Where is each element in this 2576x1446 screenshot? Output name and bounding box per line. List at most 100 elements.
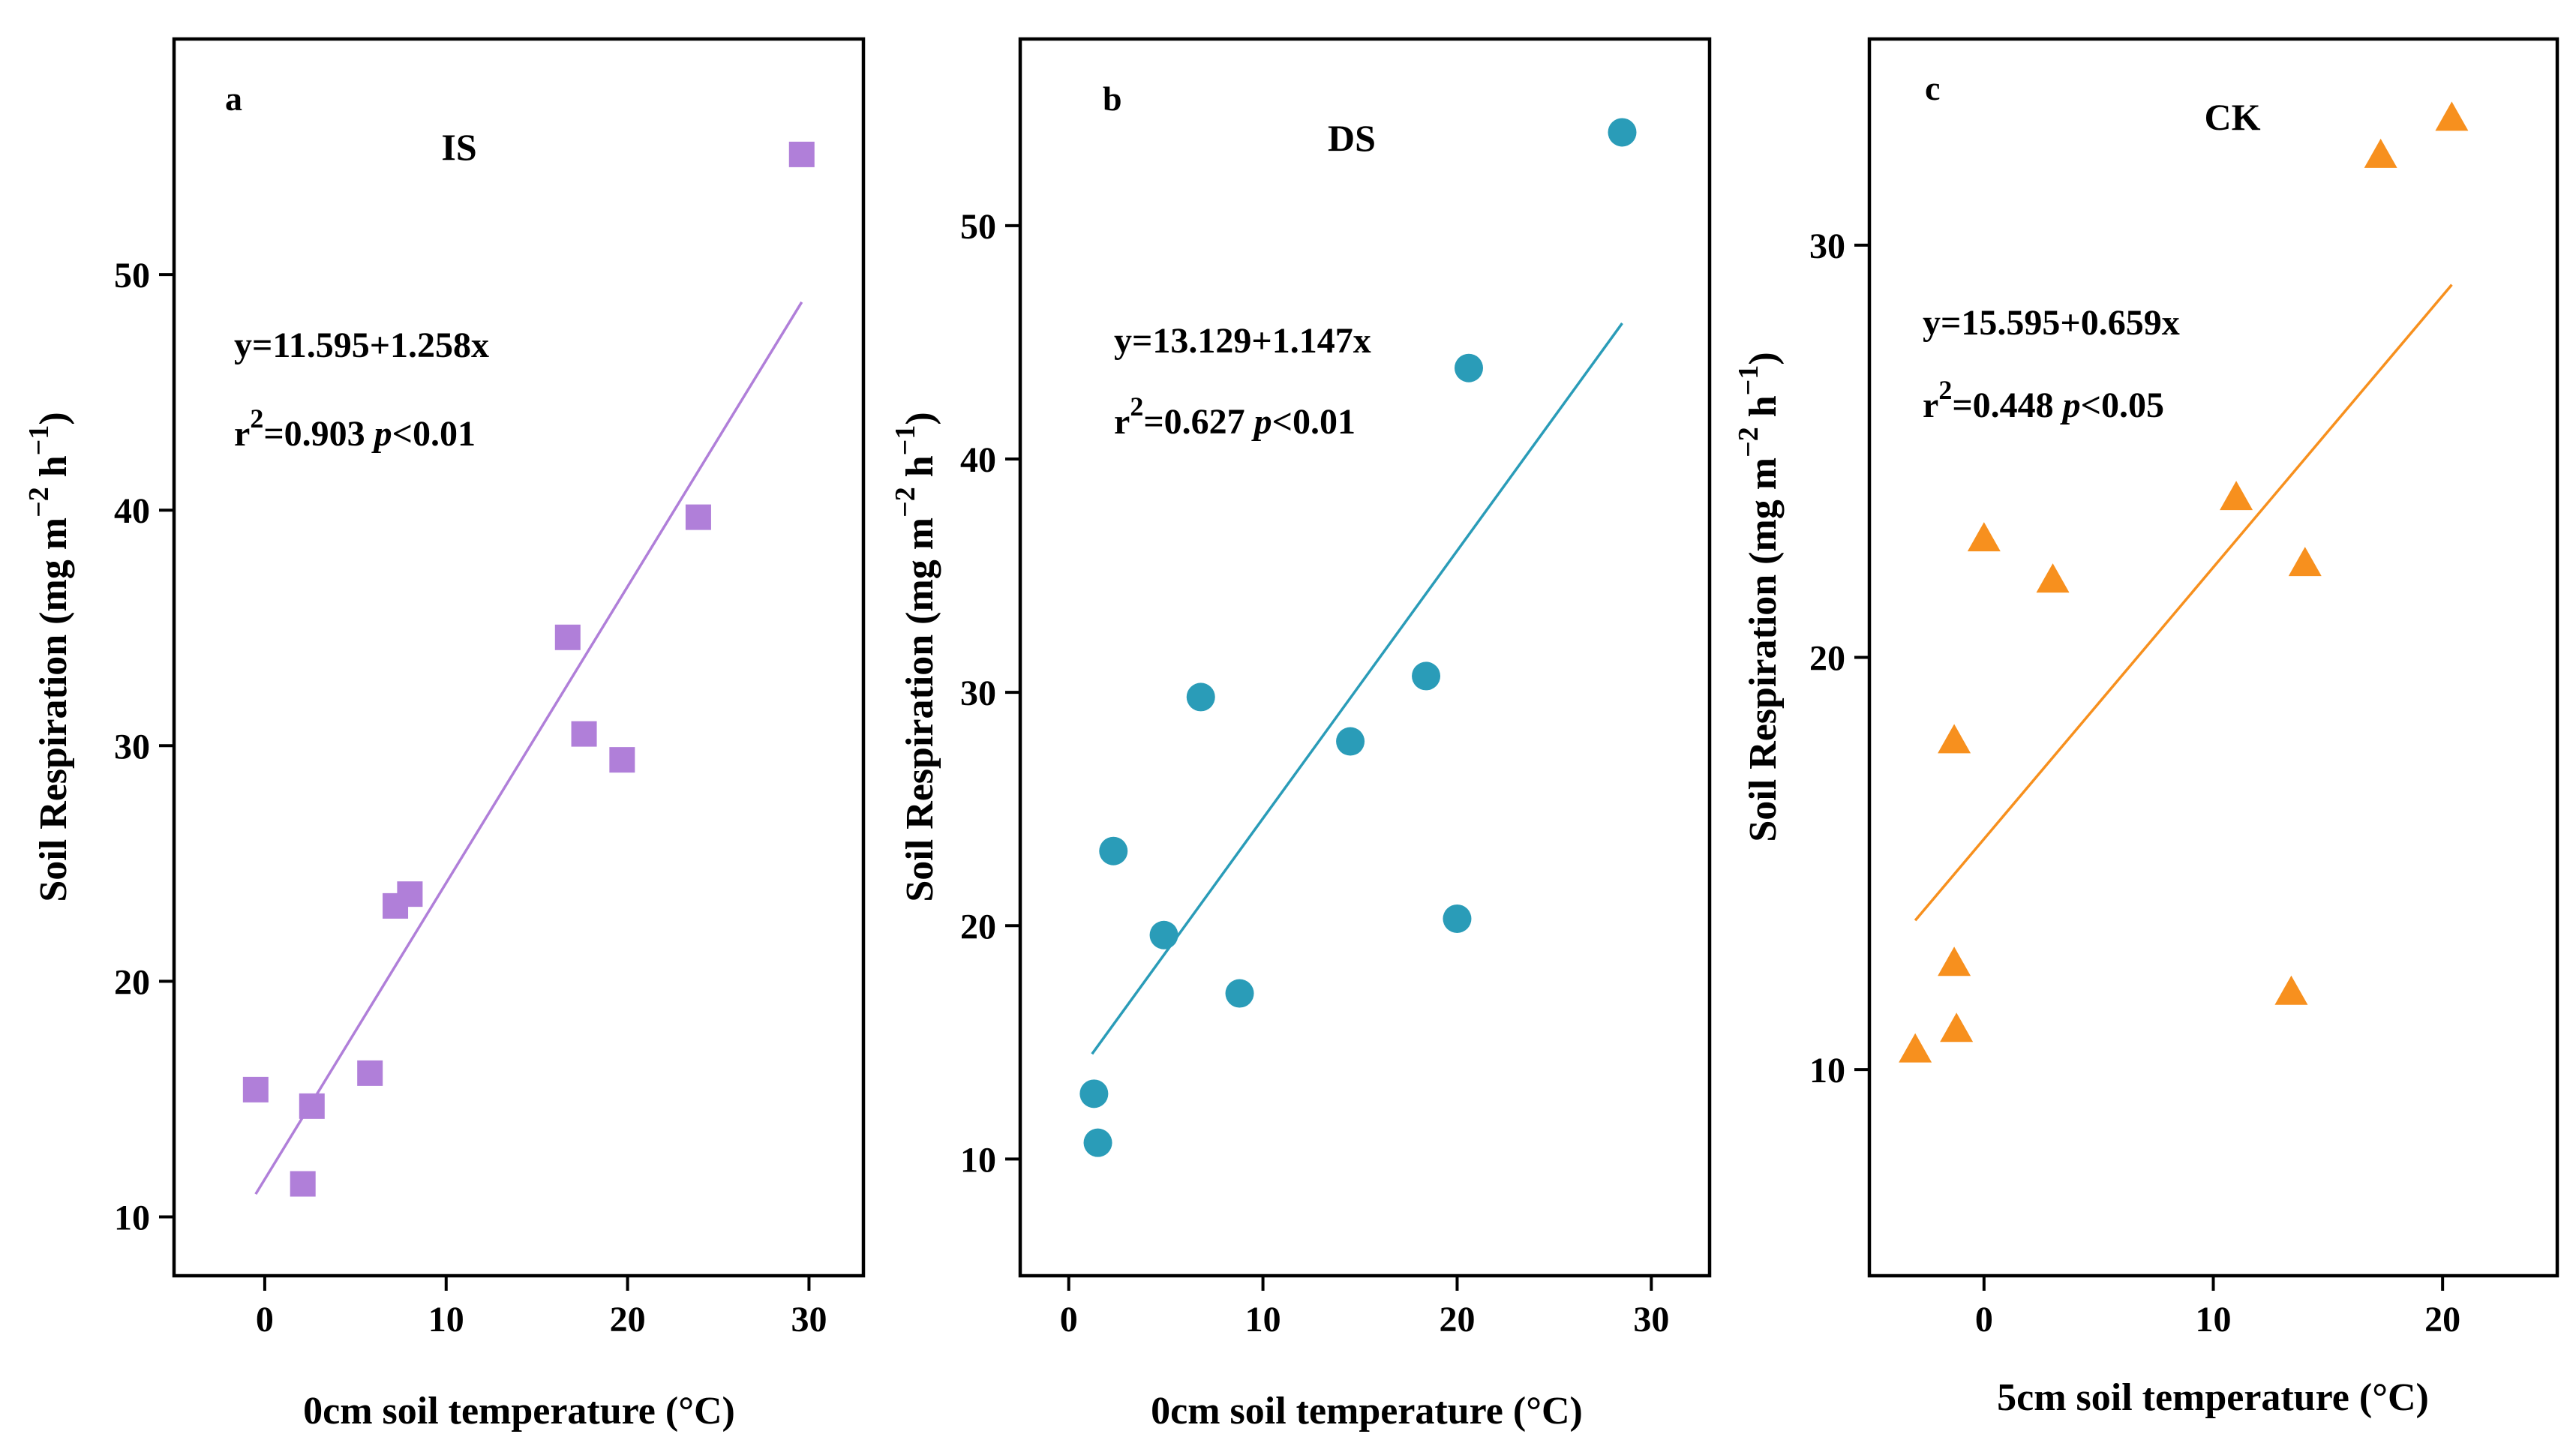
data-point [2274, 975, 2308, 1005]
y-axis-label-end: ) [32, 412, 75, 424]
data-point [571, 721, 597, 747]
y-axis-label-end: ) [899, 412, 941, 424]
fit-line [1914, 284, 2453, 922]
y-tick-label: 20 [960, 907, 996, 946]
r-label: r [1114, 402, 1130, 442]
x-tick-label: 0 [1975, 1300, 1993, 1340]
y-axis-label-sup2: −1 [890, 425, 921, 456]
regression-stats: r2=0.627 p<0.01 [1114, 392, 1356, 442]
r-superscript: 2 [1938, 375, 1952, 405]
data-point [788, 141, 815, 167]
r-superscript: 2 [250, 404, 263, 434]
y-axis-label-base: Soil Respiration (mg m [1742, 458, 1785, 842]
r-label: r [1923, 386, 1938, 425]
fit-line [1091, 322, 1623, 1055]
y-tick-label: 50 [114, 256, 150, 296]
data-point [1186, 682, 1215, 712]
data-point [2220, 481, 2253, 511]
data-point [1899, 1033, 1932, 1063]
regression-stats: r2=0.448 p<0.05 [1923, 375, 2164, 425]
data-point [1443, 904, 1472, 933]
y-tick-label: 40 [960, 440, 996, 480]
regression-equation: y=13.129+1.147x [1114, 321, 1371, 361]
data-point [357, 1060, 383, 1086]
y-axis-label-mid: h [899, 455, 941, 487]
y-axis-label: Soil Respiration (mg m−2 h−1) [23, 412, 75, 902]
x-tick-label: 0 [256, 1300, 274, 1340]
data-point [685, 504, 711, 530]
x-tick-label: 0 [1060, 1300, 1078, 1340]
data-point [609, 747, 635, 773]
data-point [1079, 1079, 1109, 1108]
data-point [1149, 920, 1178, 950]
data-point [1412, 662, 1441, 691]
x-axis-label: 5cm soil temperature (°C) [1997, 1376, 2429, 1419]
data-point [2036, 563, 2070, 593]
panel-letter: b [1103, 80, 1122, 118]
y-axis-label-base: Soil Respiration (mg m [32, 518, 75, 902]
data-point [554, 624, 581, 650]
x-tick-label: 20 [610, 1300, 646, 1340]
y-axis-label-sup1: −2 [23, 487, 55, 518]
y-axis-label-end: ) [1742, 352, 1785, 364]
x-axis-label: 0cm soil temperature (°C) [1151, 1390, 1583, 1432]
fit-line [254, 301, 803, 1196]
y-tick-label: 20 [1809, 639, 1845, 679]
data-point [290, 1171, 316, 1197]
panel-b: 0 10 20 30 10 20 30 40 50 b DS y=13.129+1.147x r2=0.… [890, 37, 1712, 1432]
data-point [1940, 1012, 1974, 1042]
y-tick-label: 10 [114, 1198, 150, 1238]
y-axis-label-mid: h [32, 455, 75, 487]
p-label: p [371, 414, 392, 454]
x-tick-label: 10 [2196, 1300, 2232, 1340]
data-point [1225, 979, 1254, 1008]
data-point [1099, 836, 1128, 866]
data-point [1608, 118, 1637, 147]
y-tick-label: 10 [1809, 1051, 1845, 1090]
y-axis-label-base: Soil Respiration (mg m [899, 518, 941, 902]
panel-title: CK [2205, 96, 2261, 138]
data-point [397, 881, 423, 908]
y-tick-label: 10 [960, 1140, 996, 1180]
plot-frame [172, 37, 866, 1278]
y-tick-label: 20 [114, 962, 150, 1002]
regression-equation: y=15.595+0.659x [1923, 303, 2180, 343]
regression-stats: r2=0.903 p<0.01 [234, 404, 476, 454]
data-point [2288, 547, 2322, 577]
panel-c: 0 10 20 10 20 30 c CK y=15.595+0.659x r2=0.448 p<… [1733, 37, 2559, 1419]
y-axis-label-mid: h [1742, 395, 1785, 427]
r-value: =0.903 [263, 414, 374, 454]
y-tick-label: 50 [960, 207, 996, 247]
p-value: <0.05 [2081, 386, 2164, 425]
data-point [1967, 522, 2001, 552]
y-tick-label: 30 [114, 727, 150, 766]
data-point [242, 1076, 269, 1102]
data-point [1938, 946, 1971, 976]
x-tick-label: 30 [791, 1300, 827, 1340]
plot-frame [1867, 37, 2559, 1278]
panel-letter: a [225, 80, 242, 118]
y-axis-label-sup1: −2 [1733, 427, 1764, 458]
r-superscript: 2 [1130, 392, 1143, 422]
data-point [2364, 138, 2397, 168]
data-point [1336, 727, 1365, 756]
y-axis-label: Soil Respiration (mg m−2 h−1) [1733, 352, 1785, 842]
r-label: r [234, 414, 250, 454]
r-value: =0.448 [1952, 386, 2062, 425]
y-axis-label-sup2: −1 [23, 425, 55, 456]
p-label: p [2060, 386, 2081, 425]
x-tick-label: 20 [2424, 1300, 2460, 1340]
y-tick-label: 30 [1809, 226, 1845, 266]
y-axis-label-sup1: −2 [890, 487, 921, 518]
panel-title: DS [1328, 117, 1376, 159]
panel-letter: c [1925, 69, 1940, 107]
x-axis-label: 0cm soil temperature (°C) [303, 1390, 735, 1432]
y-tick-label: 40 [114, 491, 150, 531]
data-point [2435, 101, 2469, 131]
y-axis-label-sup2: −1 [1733, 365, 1764, 396]
x-tick-label: 10 [428, 1300, 464, 1340]
data-point [1083, 1128, 1112, 1157]
r-value: =0.627 [1143, 402, 1253, 442]
x-tick-label: 10 [1245, 1300, 1281, 1340]
